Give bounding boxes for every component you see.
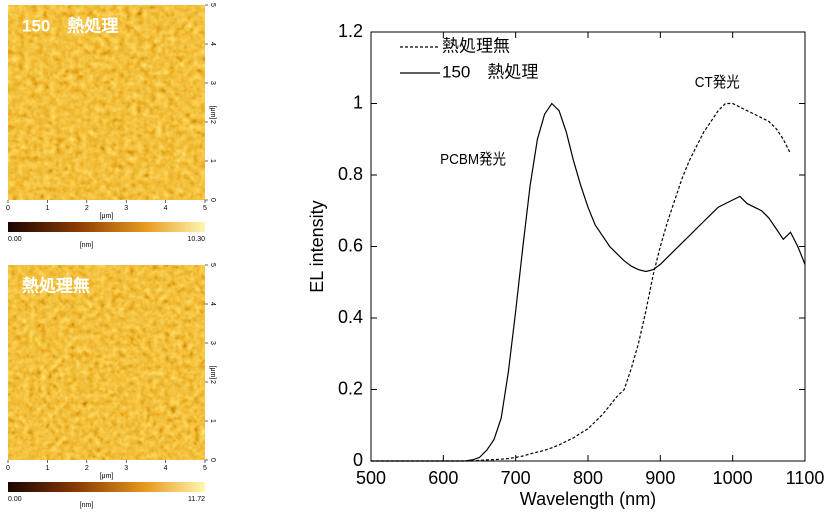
- y-tick-label: 1: [353, 92, 363, 112]
- afm-label: 150 熱処理: [22, 15, 118, 35]
- series-line: [371, 102, 792, 462]
- afm-y-unit: [μm]: [209, 106, 216, 120]
- x-tick-label: 600: [428, 468, 458, 488]
- afm-x-unit: [μm]: [100, 213, 114, 220]
- colorbar: [8, 222, 205, 232]
- afm-y-tick-label: 2: [209, 380, 216, 384]
- afm-y-tick-label: 1: [209, 159, 216, 163]
- x-tick-label: 700: [501, 468, 531, 488]
- afm-x-tick-label: 5: [203, 465, 207, 472]
- afm-x-tick-label: 0: [6, 465, 10, 472]
- afm-y-tick-label: 2: [209, 120, 216, 124]
- afm-x-tick-label: 2: [85, 465, 89, 472]
- afm-x-tick-label: 5: [203, 205, 207, 212]
- colorbar-unit: [nm]: [80, 502, 94, 509]
- colorbar-max: 10.30: [187, 236, 205, 243]
- x-tick-label: 1000: [713, 468, 753, 488]
- x-tick-label: 1100: [786, 468, 825, 488]
- colorbar-unit: [nm]: [80, 242, 94, 249]
- plot-frame: [370, 31, 806, 462]
- afm-x-tick-label: 4: [164, 205, 168, 212]
- afm-y-tick-label: 4: [209, 302, 216, 306]
- y-tick-label: 0.4: [338, 307, 363, 327]
- afm-x-tick-label: 2: [85, 205, 89, 212]
- series-line: [371, 102, 806, 462]
- y-tick-label: 0.6: [338, 235, 363, 255]
- afm-image: [7, 4, 206, 201]
- afm-x-tick-label: 1: [45, 205, 49, 212]
- annotation: CT発光: [695, 73, 740, 91]
- legend-label: 熱処理無: [442, 36, 510, 55]
- afm-y-tick-label: 1: [209, 419, 216, 423]
- y-tick-label: 0: [353, 450, 363, 470]
- x-tick-label: 900: [645, 468, 675, 488]
- annotation: PCBM発光: [440, 150, 506, 168]
- afm-label: 熱処理無: [22, 275, 90, 295]
- afm-y-tick-label: 0: [209, 458, 216, 462]
- x-tick-label: 500: [356, 468, 386, 488]
- y-axis-label: EL intensity: [307, 200, 327, 292]
- x-tick-label: 800: [573, 468, 603, 488]
- afm-x-tick-label: 3: [124, 465, 128, 472]
- colorbar-max: 11.72: [188, 496, 205, 503]
- colorbar-min: 0.00: [8, 236, 22, 243]
- colorbar-min: 0.00: [8, 496, 22, 503]
- y-tick-label: 0.2: [338, 378, 363, 398]
- afm-y-tick-label: 5: [209, 3, 216, 7]
- afm-x-tick-label: 4: [164, 465, 168, 472]
- afm-x-tick-label: 1: [45, 465, 49, 472]
- afm-x-tick-label: 3: [124, 205, 128, 212]
- x-axis-label: Wavelength (nm): [520, 489, 656, 509]
- afm-y-tick-label: 4: [209, 42, 216, 46]
- afm-y-tick-label: 0: [209, 198, 216, 202]
- afm-image: [7, 264, 206, 461]
- y-tick-label: 0.8: [338, 164, 363, 184]
- afm-y-tick-label: 5: [209, 263, 216, 267]
- afm-y-tick-label: 3: [209, 81, 216, 85]
- afm-x-tick-label: 0: [6, 205, 10, 212]
- legend-label: 150 熱処理: [442, 62, 538, 81]
- afm-x-unit: [μm]: [100, 473, 114, 480]
- colorbar: [8, 482, 205, 492]
- afm-y-tick-label: 3: [209, 341, 216, 345]
- y-tick-label: 1.2: [338, 21, 363, 41]
- afm-y-unit: [μm]: [209, 366, 216, 380]
